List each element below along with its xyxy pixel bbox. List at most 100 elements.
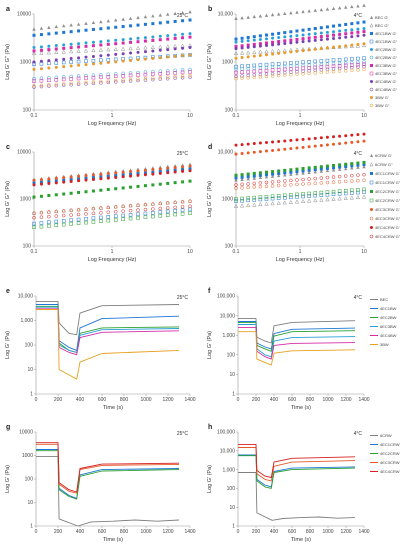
data-point [39,194,43,198]
x-tick-label: 600 [288,397,297,403]
data-point [289,195,293,200]
data-point [350,22,354,26]
legend-item: 3BW G' [370,95,389,100]
data-point [325,62,330,66]
data-point [350,162,354,166]
data-point [337,196,342,201]
data-point [77,179,81,183]
data-point [270,194,275,199]
data-point [61,219,66,223]
data-point [338,165,342,169]
data-point [39,84,44,89]
panel-g: g 25°C 1 10 100 1000 10000 0 200 400 600 800 1000 120… [5,424,196,543]
data-point [277,31,281,35]
legend-marker [369,23,374,28]
data-point [258,49,263,54]
data-point [106,47,111,52]
data-point [332,30,336,34]
data-point [264,13,269,17]
x-tick-label: 0.1 [233,249,240,255]
data-point [270,196,275,201]
data-point [91,173,95,177]
data-point [350,164,354,168]
data-point [240,67,244,71]
data-point [128,73,133,78]
data-point [181,32,185,36]
data-point [276,183,281,188]
data-point [252,73,257,77]
data-point [319,167,323,171]
data-point [356,140,360,144]
data-point [54,61,59,65]
data-point [166,169,170,173]
data-point [246,64,250,68]
data-point [173,74,177,79]
data-point [319,197,324,202]
data-point [252,195,257,200]
data-point [32,79,36,83]
data-point [307,145,311,149]
data-point [277,169,281,173]
legend-marker [369,180,374,185]
data-point [362,20,366,24]
data-point [128,208,133,213]
data-point [276,71,281,75]
data-point [337,58,342,62]
data-point [283,64,287,69]
x-tick-label: 600 [288,529,297,535]
data-point [188,10,192,14]
data-point [344,44,348,48]
data-point [344,164,348,168]
x-axis-label: Log Frequency (Hz) [88,121,137,127]
data-point [47,177,51,181]
data-point [325,67,330,72]
data-point [270,62,275,66]
data-point [39,180,43,184]
data-point [362,30,366,34]
y-axis-label: Log G' (Pa) [207,465,213,493]
data-point [32,67,36,71]
data-point [121,52,125,56]
data-point [270,180,275,184]
data-point [143,202,148,207]
y-axis-label: Log G' (Pa) [207,331,213,359]
data-point [234,183,238,187]
data-point [121,186,125,190]
data-point [240,46,244,50]
data-point [343,61,348,65]
temperature-label: 4°C [354,13,363,19]
data-point [313,47,317,51]
temperature-label: 4°C [354,151,363,157]
data-point [234,76,238,81]
data-point [319,169,324,173]
legend-label: 4EC2CRW [380,451,400,456]
y-tick-label: 100 [227,353,236,359]
data-point [362,62,366,66]
data-point [325,58,330,63]
legend-item: 4EC2CRW [370,451,400,456]
data-point [143,70,148,74]
data-point [258,202,263,207]
data-point [283,61,287,66]
data-point [240,182,244,187]
data-point [295,195,299,199]
data-point [76,48,81,53]
data-point [246,175,250,179]
data-point [258,75,263,79]
data-point [258,14,263,18]
data-point [61,75,66,79]
legend-label: 4EC2CRW G' [375,189,400,194]
data-point [307,27,311,31]
data-point [289,147,293,151]
data-point [173,212,177,217]
x-axis-label: Log Frequency (Hz) [276,121,325,127]
y-tick-label: 1 [232,392,235,398]
x-tick-label: 800 [306,397,315,403]
data-point [32,225,36,230]
data-point [54,31,58,35]
data-point [252,69,257,74]
data-point [337,6,342,10]
legend-item: 4EC1BW G'' [369,39,397,44]
data-point [99,215,103,220]
data-point [337,61,342,66]
